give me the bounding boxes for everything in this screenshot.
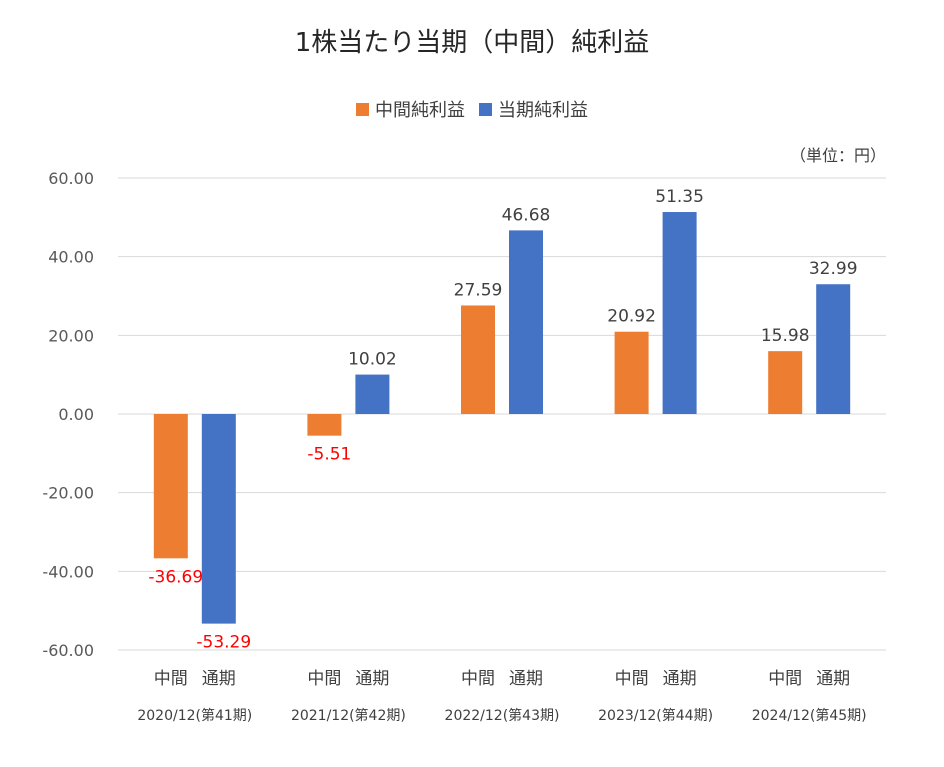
bar	[153, 414, 188, 559]
y-tick-label: 40.00	[48, 248, 94, 267]
data-label: 32.99	[809, 259, 858, 279]
data-label: 51.35	[655, 187, 704, 207]
bar	[662, 212, 697, 414]
bar	[201, 414, 236, 624]
x-category-label: 2020/12(第41期)	[137, 707, 252, 724]
bar	[509, 230, 543, 414]
data-label: 10.02	[348, 350, 397, 370]
y-tick-label: -20.00	[42, 484, 94, 503]
x-sub-label: 通期	[509, 669, 543, 689]
y-tick-label: 0.00	[58, 405, 94, 424]
x-sub-label: 中間	[307, 669, 341, 689]
legend-label-annual: 当期純利益	[498, 100, 588, 121]
x-sub-label: 中間	[615, 669, 649, 689]
y-tick-label: 20.00	[48, 326, 94, 345]
unit-label: （単位：円）	[789, 146, 886, 165]
data-label: 27.59	[454, 280, 503, 300]
data-label: -5.51	[307, 445, 351, 465]
x-sub-label: 中間	[154, 669, 188, 689]
x-category-label: 2024/12(第45期)	[752, 707, 867, 724]
y-tick-label: 60.00	[48, 169, 94, 188]
y-tick-label: -60.00	[42, 641, 94, 660]
x-sub-label: 中間	[461, 669, 495, 689]
data-label: 46.68	[502, 205, 551, 225]
bar	[816, 284, 851, 414]
bar	[355, 374, 390, 414]
x-sub-label: 通期	[816, 669, 850, 689]
data-label: 15.98	[761, 326, 810, 346]
bar	[768, 351, 803, 414]
legend-swatch-interim	[356, 102, 369, 116]
x-sub-label: 通期	[663, 669, 697, 689]
legend-label-interim: 中間純利益	[375, 100, 465, 121]
bar	[461, 305, 495, 414]
chart-title: 1株当たり当期（中間）純利益	[294, 28, 650, 58]
legend: 中間純利益 当期純利益	[0, 96, 944, 122]
legend-item-annual: 当期純利益	[479, 96, 588, 122]
x-sub-label: 中間	[768, 669, 802, 689]
bar	[614, 331, 649, 414]
x-sub-label: 通期	[355, 669, 389, 689]
x-category-label: 2022/12(第43期)	[445, 707, 560, 724]
x-category-label: 2021/12(第42期)	[291, 707, 406, 724]
x-category-label: 2023/12(第44期)	[598, 707, 713, 724]
data-label: 20.92	[607, 307, 656, 327]
data-label: -53.29	[196, 633, 251, 653]
bar	[307, 414, 342, 436]
legend-swatch-annual	[479, 102, 492, 116]
y-tick-label: -40.00	[42, 562, 94, 581]
legend-item-interim: 中間純利益	[356, 96, 465, 122]
data-label: -36.69	[148, 567, 203, 587]
x-sub-label: 通期	[202, 669, 236, 689]
